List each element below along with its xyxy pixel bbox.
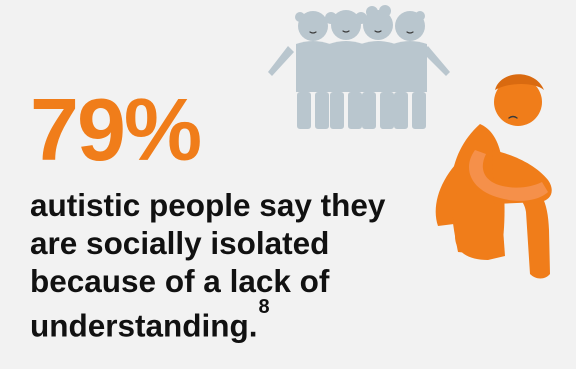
footnote-marker: 8 bbox=[258, 296, 270, 318]
isolated-person-icon bbox=[435, 74, 552, 279]
statistic-value: 79% bbox=[30, 80, 202, 179]
statistic-caption: autistic people say they are socially is… bbox=[30, 186, 390, 345]
children-faces bbox=[309, 30, 414, 34]
caption-text: autistic people say they are socially is… bbox=[30, 187, 386, 344]
group-of-children-icon bbox=[268, 5, 450, 129]
